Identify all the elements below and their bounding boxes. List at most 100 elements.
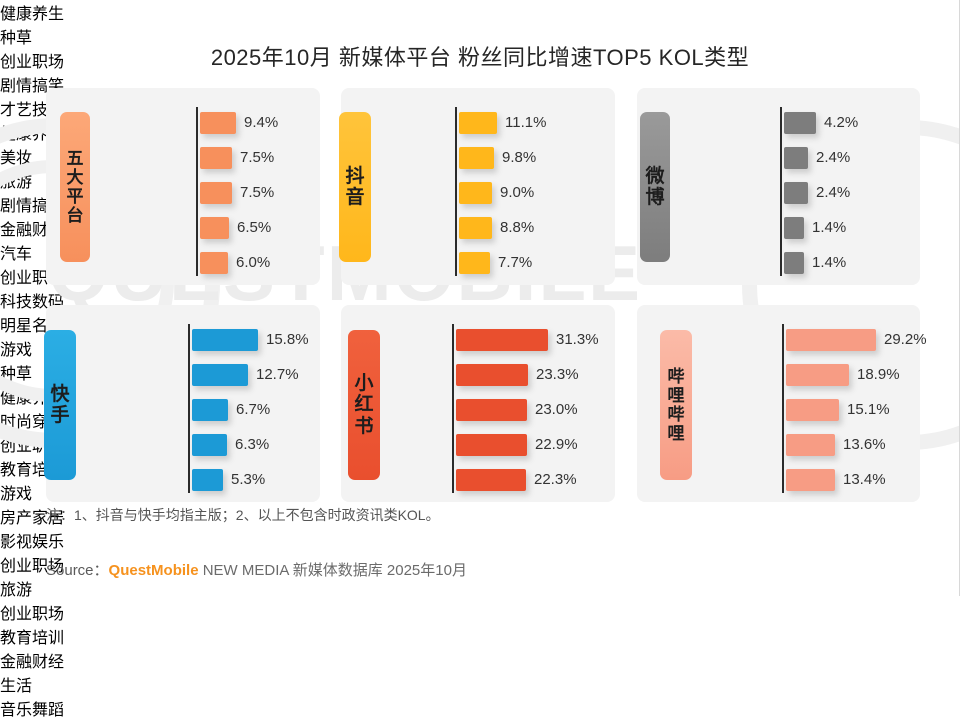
- platform-tab[interactable]: 小 红 书: [348, 330, 380, 480]
- category-label: 金融财经: [0, 654, 65, 671]
- bar: [192, 329, 258, 351]
- panel-axis-line: [188, 324, 190, 493]
- panel-axis-line: [455, 107, 457, 276]
- category-label: 汽车: [0, 246, 33, 263]
- bar-value-label: 1.4%: [812, 254, 847, 271]
- category-label: 影视娱乐: [0, 534, 65, 551]
- bar-value-label: 6.3%: [235, 436, 270, 453]
- bar: [786, 364, 849, 386]
- bar-value-label: 15.8%: [266, 331, 309, 348]
- bar-value-label: 13.4%: [843, 471, 886, 488]
- category-label: 生活: [0, 678, 33, 695]
- chart-panel: [46, 88, 320, 285]
- category-label: 创业职场: [0, 54, 65, 71]
- bar: [784, 182, 808, 204]
- bar-value-label: 9.4%: [244, 114, 279, 131]
- panel-axis-line: [780, 107, 782, 276]
- bar: [456, 469, 526, 491]
- bar-value-label: 12.7%: [256, 366, 299, 383]
- bar: [456, 399, 527, 421]
- bar-value-label: 29.2%: [884, 331, 927, 348]
- category-label: 旅游: [0, 174, 33, 191]
- category-label: 游戏: [0, 342, 33, 359]
- source-label: Source：: [46, 562, 109, 579]
- bar-value-label: 15.1%: [847, 401, 890, 418]
- bar-value-label: 23.3%: [536, 366, 579, 383]
- bar-value-label: 2.4%: [816, 149, 851, 166]
- bar-value-label: 6.0%: [236, 254, 271, 271]
- bar-value-label: 7.7%: [498, 254, 533, 271]
- bar-value-label: 11.1%: [505, 114, 547, 131]
- bar: [786, 469, 835, 491]
- bar: [456, 434, 527, 456]
- page-title: 2025年10月 新媒体平台 粉丝同比增速TOP5 KOL类型: [210, 45, 750, 70]
- bar: [786, 434, 835, 456]
- bar: [200, 217, 229, 239]
- bar: [459, 252, 490, 274]
- source-brand: QuestMobile: [108, 562, 199, 579]
- bar: [200, 112, 236, 134]
- bar-value-label: 7.5%: [240, 149, 275, 166]
- source-line: Source：QuestMobile NEW MEDIA 新媒体数据库 2025…: [46, 559, 467, 580]
- bar: [459, 182, 492, 204]
- bar: [200, 252, 228, 274]
- bar: [192, 399, 228, 421]
- category-label: 健康养生: [0, 6, 65, 23]
- bar: [200, 182, 232, 204]
- panel-axis-line: [452, 324, 454, 493]
- platform-tab[interactable]: 五 大 平 台: [60, 112, 90, 262]
- platform-tab-label: 快 手: [50, 383, 70, 426]
- category-label: 旅游: [0, 582, 33, 599]
- bar-value-label: 31.3%: [556, 331, 599, 348]
- platform-tab-label: 小 红 书: [354, 373, 374, 437]
- platform-tab[interactable]: 哔 哩 哔 哩: [660, 330, 692, 480]
- bar: [456, 364, 528, 386]
- platform-tab[interactable]: 微 博: [640, 112, 670, 262]
- category-label: 音乐舞蹈: [0, 702, 65, 719]
- bar: [456, 329, 548, 351]
- bar: [786, 329, 876, 351]
- platform-tab[interactable]: 抖 音: [339, 112, 371, 262]
- platform-tab-label: 微 博: [645, 165, 665, 208]
- bar-value-label: 6.7%: [236, 401, 271, 418]
- bar-value-label: 7.5%: [240, 184, 275, 201]
- bar-value-label: 23.0%: [535, 401, 578, 418]
- category-label: 种草: [0, 30, 33, 47]
- bar-value-label: 22.3%: [534, 471, 577, 488]
- source-rest: NEW MEDIA 新媒体数据库 2025年10月: [198, 562, 467, 579]
- bar-value-label: 6.5%: [237, 219, 272, 236]
- bar: [192, 364, 248, 386]
- bar: [784, 147, 808, 169]
- bar: [459, 112, 497, 134]
- bar-value-label: 5.3%: [231, 471, 266, 488]
- platform-tab-label: 五 大 平 台: [66, 148, 84, 226]
- bar: [459, 147, 494, 169]
- bar: [786, 399, 839, 421]
- footnote: 注：1、抖音与快手均指主版；2、以上不包含时政资讯类KOL。: [46, 507, 440, 523]
- bar: [192, 434, 227, 456]
- bar: [784, 217, 804, 239]
- bar: [784, 112, 816, 134]
- platform-tab[interactable]: 快 手: [44, 330, 76, 480]
- chart-panel: [637, 88, 920, 285]
- bar-value-label: 8.8%: [500, 219, 535, 236]
- panel-axis-line: [782, 324, 784, 493]
- bar-value-label: 1.4%: [812, 219, 847, 236]
- bar-value-label: 13.6%: [843, 436, 886, 453]
- bar-value-label: 9.8%: [502, 149, 537, 166]
- bar: [200, 147, 232, 169]
- category-label: 房产家居: [0, 510, 65, 527]
- panel-axis-line: [196, 107, 198, 276]
- bar-value-label: 9.0%: [500, 184, 535, 201]
- bar: [459, 217, 492, 239]
- bar-value-label: 18.9%: [857, 366, 900, 383]
- bar: [192, 469, 223, 491]
- bar: [784, 252, 804, 274]
- bar-value-label: 22.9%: [535, 436, 578, 453]
- category-label: 游戏: [0, 486, 33, 503]
- bar-value-label: 4.2%: [824, 114, 859, 131]
- platform-tab-label: 抖 音: [345, 165, 365, 208]
- chart-panel: [46, 305, 320, 502]
- category-label: 创业职场: [0, 558, 65, 575]
